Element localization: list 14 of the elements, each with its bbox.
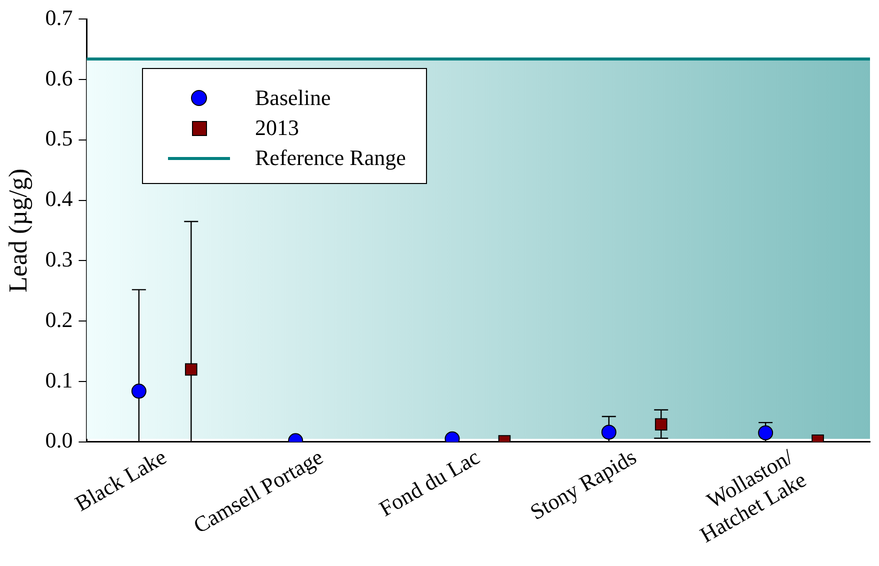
y-tick-label: 0.2	[45, 306, 73, 332]
x-tick-label: Fond du Lac	[374, 444, 484, 522]
x-tick-label: Black Lake	[70, 444, 170, 516]
legend-label: Baseline	[255, 84, 331, 112]
legend-label: 2013	[255, 114, 299, 142]
y-axis-title: Lead (µg/g)	[3, 168, 32, 293]
y-tick-label: 0.5	[45, 126, 73, 151]
y-tick-label: 0.7	[45, 4, 73, 30]
y-tick-label: 0.4	[45, 186, 73, 212]
legend-label: Reference Range	[255, 144, 406, 172]
y-tick-label: 0.3	[45, 246, 73, 272]
y-tick-label: 0.1	[45, 367, 73, 392]
y-tick-label: 0.6	[45, 65, 73, 90]
y-tick-label: 0.0	[45, 428, 73, 453]
